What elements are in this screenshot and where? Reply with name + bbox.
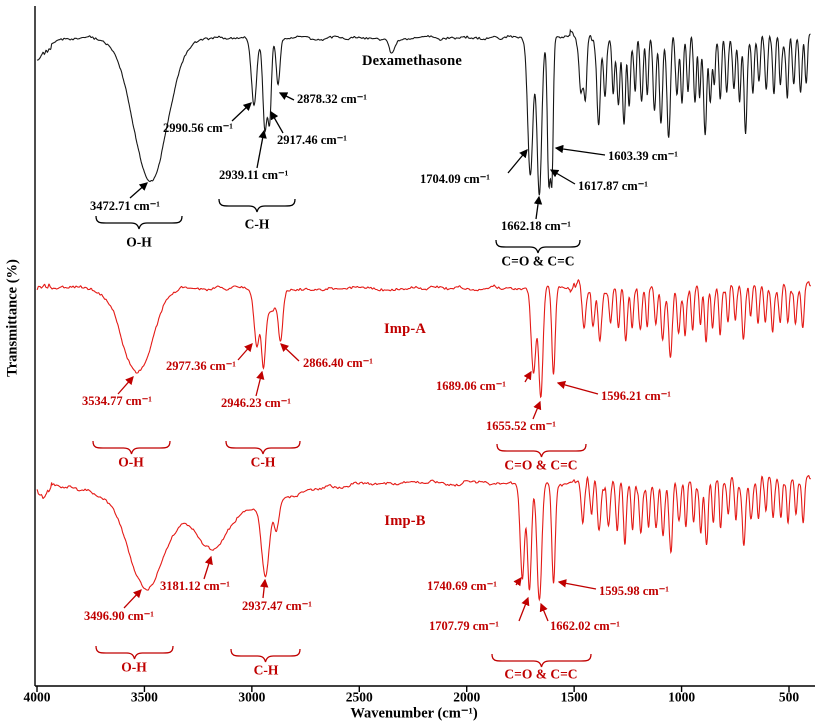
peak-label: 2939.11 cm⁻¹ (219, 168, 289, 183)
peak-label: 1707.79 cm⁻¹ (429, 619, 500, 634)
y-axis-title: Transmittance (%) (4, 259, 21, 377)
x-tick-label: 3500 (130, 689, 158, 705)
annotation-arrow (270, 110, 284, 134)
annotation-arrow (278, 92, 295, 101)
group-brace (230, 648, 301, 663)
peak-label: 2977.36 cm⁻¹ (166, 359, 237, 374)
group-brace (491, 653, 592, 668)
annotation-arrow (260, 578, 269, 599)
annotation-arrow (513, 576, 522, 587)
group-label: C=O & C=C (504, 666, 578, 682)
annotation-arrow (523, 370, 532, 383)
group-brace (495, 239, 581, 254)
x-tick-label: 3000 (238, 689, 266, 705)
x-tick-label: 4000 (23, 689, 51, 705)
peak-label: 2878.32 cm⁻¹ (297, 92, 368, 107)
peak-label: 1704.09 cm⁻¹ (420, 172, 491, 187)
peak-label: 1662.02 cm⁻¹ (550, 619, 621, 634)
group-label: O-H (126, 234, 152, 250)
group-brace (218, 198, 296, 213)
group-label: C-H (250, 454, 276, 470)
peak-label: 3472.71 cm⁻¹ (90, 199, 161, 214)
annotation-arrow (533, 195, 543, 220)
annotation-arrow (539, 602, 549, 622)
spectrum-curve-imp-a (36, 279, 811, 399)
x-tick-label: 2500 (345, 689, 373, 705)
series-title-imp-b: Imp-B (384, 513, 426, 530)
group-brace (95, 645, 174, 660)
group-brace (95, 215, 183, 230)
peak-label: 1655.52 cm⁻¹ (486, 419, 557, 434)
group-label: O-H (121, 659, 147, 675)
annotation-arrow (556, 380, 599, 395)
x-tick-label: 1500 (560, 689, 588, 705)
group-brace (92, 440, 171, 455)
peak-label: 1689.06 cm⁻¹ (436, 379, 507, 394)
annotation-arrow (256, 129, 267, 169)
annotation-arrow (549, 169, 576, 185)
peak-label: 1603.39 cm⁻¹ (608, 149, 679, 164)
peak-label: 1617.87 cm⁻¹ (578, 179, 649, 194)
peak-label: 2946.23 cm⁻¹ (221, 396, 292, 411)
annotation-arrow (231, 102, 252, 122)
peak-label: 1595.98 cm⁻¹ (599, 584, 670, 599)
peak-label: 3496.90 cm⁻¹ (84, 609, 155, 624)
annotation-arrow (237, 343, 253, 361)
group-label: C=O & C=C (501, 253, 575, 269)
peak-label: 3181.12 cm⁻¹ (160, 579, 231, 594)
annotation-arrow (532, 400, 542, 420)
annotation-arrow (255, 370, 265, 397)
annotation-arrow (203, 555, 213, 580)
annotation-arrow (129, 182, 148, 199)
group-brace (496, 443, 587, 458)
annotation-arrow (554, 144, 606, 156)
annotation-arrow (557, 579, 597, 590)
series-title-dexamethasone: Dexamethasone (361, 53, 463, 70)
spectrum-curve-imp-b (36, 475, 811, 602)
group-brace (225, 440, 301, 455)
peak-label: 2866.40 cm⁻¹ (303, 356, 374, 371)
peak-label: 1596.21 cm⁻¹ (601, 389, 672, 404)
group-label: C-H (244, 216, 270, 232)
x-axis-title: Wavenumber (cm⁻¹) (350, 705, 478, 722)
series-title-imp-a: Imp-A (383, 321, 427, 338)
x-tick-label: 2000 (453, 689, 481, 705)
group-label: C-H (253, 662, 279, 678)
x-tick-label: 500 (778, 689, 800, 705)
peak-label: 1662.18 cm⁻¹ (501, 219, 572, 234)
annotation-arrow (518, 596, 530, 622)
annotation-arrow (123, 589, 142, 609)
x-tick-label: 1000 (668, 689, 696, 705)
peak-label: 1740.69 cm⁻¹ (427, 579, 498, 594)
annotation-arrow (507, 149, 528, 174)
peak-label: 2990.56 cm⁻¹ (163, 121, 234, 136)
group-label: O-H (118, 454, 144, 470)
annotation-arrow (117, 376, 134, 395)
spectrum-curve-dexamethasone (36, 28, 811, 196)
group-label: C=O & C=C (504, 457, 578, 473)
peak-label: 2917.46 cm⁻¹ (277, 133, 348, 148)
annotation-arrow (280, 343, 300, 362)
peak-label: 2937.47 cm⁻¹ (242, 599, 313, 614)
peak-label: 3534.77 cm⁻¹ (82, 394, 153, 409)
